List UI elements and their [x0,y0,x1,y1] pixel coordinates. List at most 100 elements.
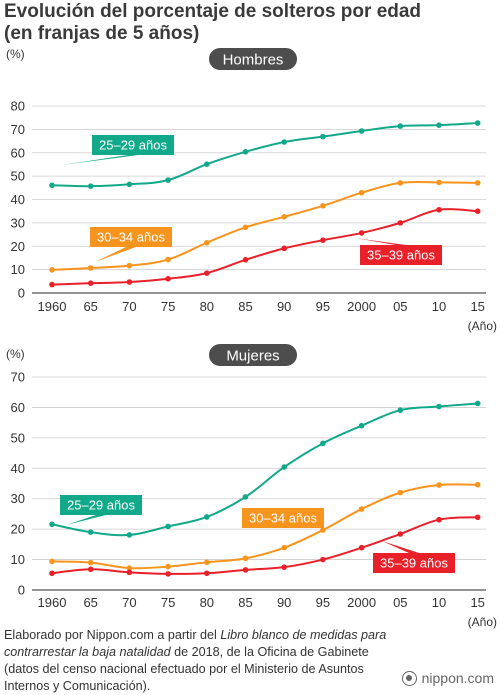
data-point [87,265,94,271]
data-point [87,529,94,535]
chart-mujeres: 0 10 20 30 40 50 60 70 (%) 1960 65 70 75 80 85 90 95 2000… [6,344,497,629]
y-tick-label: 60 [11,400,25,415]
source-note: Elaborado por Nippon.com a partir del Li… [4,627,404,695]
data-point [358,422,365,429]
x-tick-label: 10 [432,299,446,314]
x-tick-label: 95 [316,299,330,314]
chart-title-line2: (en franjas de 5 años) [4,23,200,44]
data-point [204,570,210,577]
y-tick-label: 0 [18,583,25,598]
data-point [165,571,171,577]
y-tick-label: 40 [11,461,25,476]
chart-title-line1: Evolución del porcentaje de solteros por… [4,1,422,22]
series-label-pointer [62,155,138,165]
y-tick-label: 50 [11,169,25,184]
series-line-1 [51,483,478,570]
series-line-0 [51,402,478,537]
x-tick-label: 65 [83,299,97,314]
x-tick-label: 1960 [38,595,67,610]
data-point [281,564,288,570]
series-label: 30–34 años [97,230,165,245]
data-point [397,531,404,537]
data-point [87,280,94,286]
data-point [126,569,133,576]
data-point [126,532,133,538]
data-point [204,161,210,168]
panel-title-pill [209,344,297,366]
x-tick-label: 90 [277,299,291,314]
data-point [436,206,442,213]
y-tick-label: 10 [11,552,25,567]
y-tick-label: 10 [11,262,25,277]
y-tick-label: 30 [11,215,25,230]
series-label: 35–39 años [380,556,448,571]
data-point [126,565,133,571]
data-point [436,403,442,410]
data-point [320,440,326,447]
x-tick-label: 65 [83,595,97,610]
data-point [49,558,55,565]
chart-hombres: 0 10 20 30 40 50 60 70 80 (%) 1960 65 70 75 80 85 90 95 20… [6,47,497,333]
data-point [242,555,249,562]
chart-title: Evolución del porcentaje de solteros por… [4,1,494,45]
data-point [320,527,326,533]
data-point [474,481,481,488]
data-point [281,245,288,252]
series-label: 30–34 años [249,511,317,526]
series-label-pointer [355,238,406,245]
data-point [242,257,249,263]
panel-title: Mujeres [226,348,279,365]
series-label-box [60,495,142,515]
panel-title-pill [209,48,297,70]
x-tick-label: 15 [470,595,484,610]
x-tick-label: 90 [277,595,291,610]
x-tick-label: 10 [432,595,446,610]
data-point [358,128,365,134]
series-line-0 [51,122,478,188]
x-tick-label: 15 [470,299,484,314]
data-point [204,514,210,520]
series-label: 35–39 años [367,248,435,263]
y-tick-label: 40 [11,192,25,207]
data-point [474,400,481,407]
source-book-title: Libro blanco de medidas para contrarrest… [4,628,387,659]
x-tick-label: 1960 [38,299,67,314]
data-point [474,120,481,126]
data-point [281,139,288,145]
data-point [165,177,171,183]
series-label-box [242,508,324,528]
brand-mark-icon [401,670,417,686]
data-point [242,149,249,155]
data-point [165,275,171,282]
data-point [320,203,326,209]
data-point [474,208,481,214]
y-tick-label: 70 [11,370,25,385]
data-point [358,506,365,512]
data-point [281,544,288,551]
data-point [126,262,133,269]
series-line-2 [51,208,478,286]
series-label-box [90,227,172,247]
data-point [358,230,365,236]
series-line-2 [51,516,478,575]
data-point [358,544,365,551]
data-point [87,559,94,566]
data-point [397,123,404,129]
x-tick-label: 85 [238,595,252,610]
data-point [49,267,55,273]
data-point [49,570,55,577]
y-tick-label: 0 [18,286,25,301]
series-label-box [92,135,174,155]
data-point [242,494,249,500]
data-point [242,224,249,231]
series-label-box [360,245,442,265]
y-axis-label: (%) [6,347,25,361]
data-point [358,189,365,196]
series-label-pointer [66,515,106,525]
data-point [281,464,288,470]
series-label-pointer [95,247,136,262]
data-point [474,180,481,186]
y-tick-label: 20 [11,522,25,537]
y-tick-label: 70 [11,122,25,137]
x-tick-label: 80 [200,299,214,314]
